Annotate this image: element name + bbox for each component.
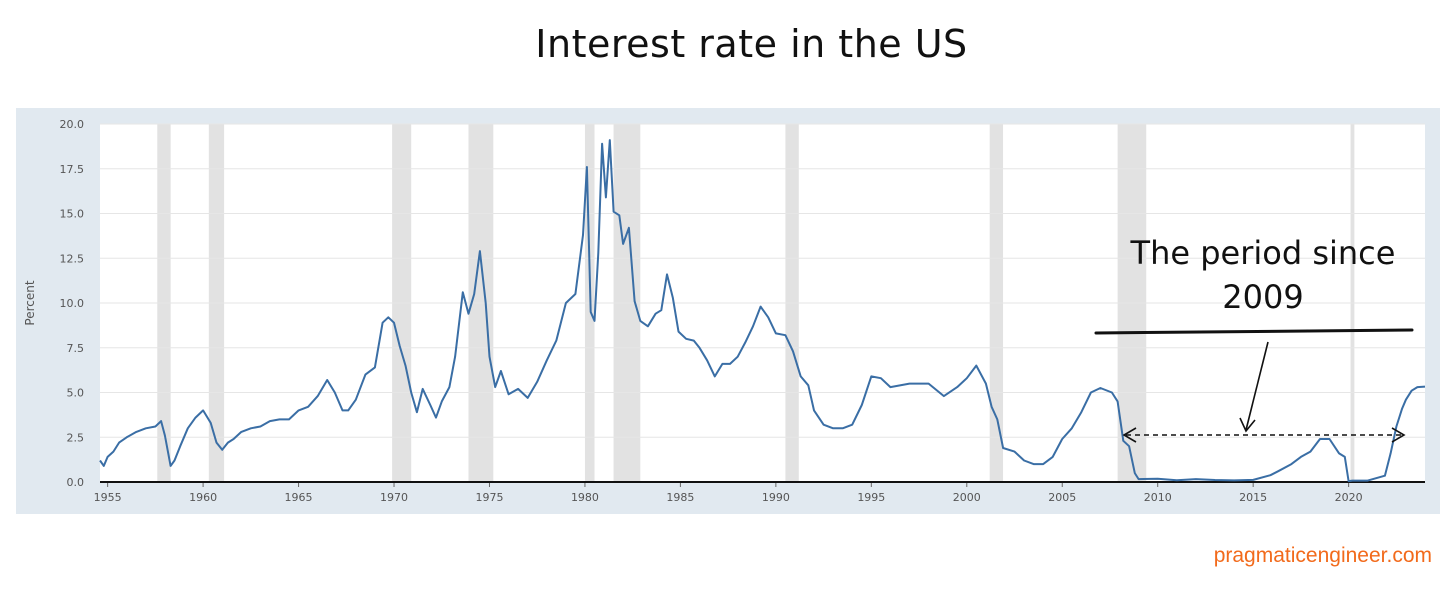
y-tick-label: 10.0	[60, 297, 85, 310]
x-tick-label: 1985	[666, 491, 694, 504]
y-tick-label: 5.0	[67, 387, 85, 400]
y-tick-label: 7.5	[67, 342, 85, 355]
x-tick-label: 1965	[285, 491, 313, 504]
chart-title: Interest rate in the US	[535, 22, 968, 66]
site-credit: pragmaticengineer.com	[1213, 544, 1432, 567]
x-tick-label: 2005	[1048, 491, 1076, 504]
grid-lines	[100, 123, 1425, 438]
x-tick-label: 2000	[953, 491, 981, 504]
y-tick-label: 2.5	[67, 431, 85, 444]
x-tick-label: 2015	[1239, 491, 1267, 504]
y-tick-label: 17.5	[60, 163, 85, 176]
y-tick-label: 15.0	[60, 208, 85, 221]
x-tick-label: 1975	[475, 491, 503, 504]
y-axis-label: Percent	[23, 280, 37, 325]
x-tick-label: 1970	[380, 491, 408, 504]
x-tick-label: 1955	[94, 491, 122, 504]
rate-series-line	[99, 139, 1426, 483]
chart-svg: 0.0 2.5 5.0 7.5 10.0 12.5 15.0 17.5 20.0 1955 1960…	[23, 118, 1426, 504]
y-tick-label: 12.5	[60, 252, 85, 265]
x-tick-label: 2010	[1144, 491, 1172, 504]
axes: 0.0 2.5 5.0 7.5 10.0 12.5 15.0 17.5 20.0 1955 1960…	[60, 118, 1425, 504]
x-tick-label: 1980	[571, 491, 599, 504]
x-tick-label: 1990	[762, 491, 790, 504]
x-tick-label: 1995	[857, 491, 885, 504]
x-tick-label: 1960	[189, 491, 217, 504]
chart-frame: 0.0 2.5 5.0 7.5 10.0 12.5 15.0 17.5 20.0 1955 1960…	[16, 108, 1440, 514]
x-tick-label: 2020	[1335, 491, 1363, 504]
series-layer	[99, 139, 1426, 483]
y-tick-label: 20.0	[60, 118, 85, 131]
y-tick-label: 0.0	[67, 476, 85, 489]
